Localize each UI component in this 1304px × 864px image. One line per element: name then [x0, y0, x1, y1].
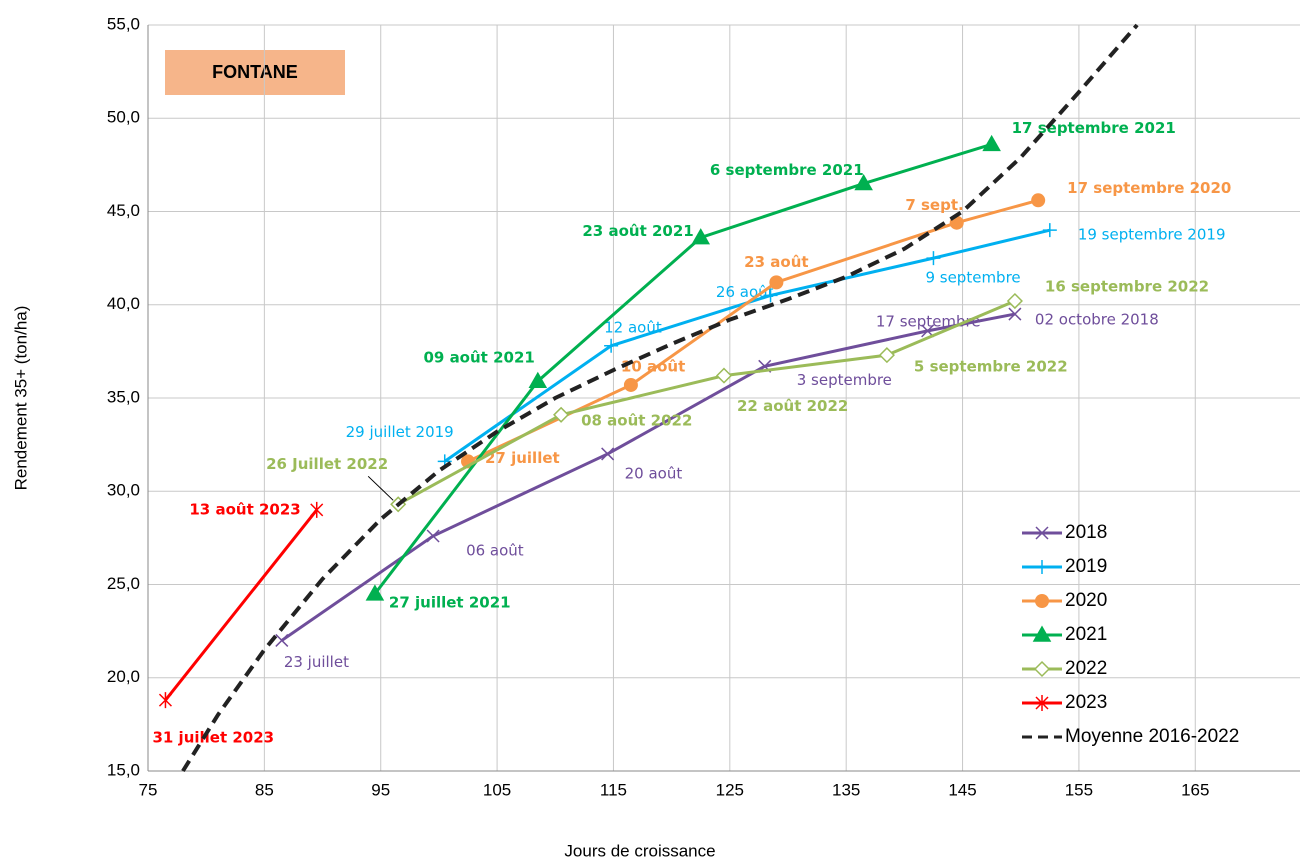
marker — [854, 174, 873, 191]
annotation-box — [165, 50, 345, 95]
x-tick-label: 75 — [139, 780, 158, 799]
x-tick-label: 115 — [600, 780, 627, 799]
legend-label: 2021 — [1065, 624, 1107, 645]
data-label: 17 septembre 2020 — [1067, 179, 1231, 197]
marker — [982, 134, 1001, 152]
marker — [601, 447, 615, 461]
data-label: 17 septembre 2021 — [1012, 119, 1176, 137]
series-line — [280, 312, 1016, 642]
data-label: 7 sept. — [905, 196, 963, 214]
y-tick-label: 55,0 — [107, 14, 140, 33]
data-label: 06 août — [466, 542, 524, 560]
data-label: 27 juillet 2021 — [389, 593, 511, 611]
data-label: 16 septembre 2022 — [1045, 278, 1209, 296]
y-tick-label: 35,0 — [107, 387, 140, 406]
data-label: 5 septembre 2022 — [914, 358, 1068, 376]
data-label: 23 juillet — [284, 653, 349, 671]
data-label: 6 septembre 2021 — [710, 161, 864, 179]
legend-label: 2023 — [1065, 692, 1107, 713]
x-tick-label: 155 — [1065, 780, 1093, 799]
series-line — [181, 23, 1139, 773]
legend-label: 2018 — [1065, 522, 1107, 543]
x-tick-label: 105 — [483, 780, 511, 799]
marker — [604, 338, 619, 353]
marker — [769, 275, 784, 290]
data-label: 08 août 2022 — [581, 411, 692, 429]
marker — [310, 501, 324, 518]
marker — [528, 371, 548, 388]
legend-label: 2019 — [1065, 556, 1107, 577]
legend-marker — [1035, 560, 1049, 574]
marker — [1042, 223, 1057, 238]
marker — [691, 228, 711, 245]
y-tick-label: 45,0 — [107, 201, 140, 220]
annotation: FONTANE — [212, 62, 298, 82]
data-label: 12 août — [604, 318, 662, 336]
data-label: 02 octobre 2018 — [1035, 311, 1159, 329]
legend-marker — [1035, 526, 1049, 540]
y-tick-label: 50,0 — [107, 108, 140, 127]
data-label: 31 juillet 2023 — [152, 729, 274, 747]
legend-marker — [1035, 695, 1049, 711]
marker — [623, 377, 638, 392]
marker — [158, 692, 172, 709]
leader-line — [367, 475, 394, 501]
y-tick-label: 20,0 — [107, 667, 140, 686]
legend-label: Moyenne 2016-2022 — [1065, 726, 1239, 747]
marker — [275, 633, 289, 647]
marker — [1006, 292, 1023, 310]
legend-label: 2022 — [1065, 658, 1107, 679]
x-tick-label: 145 — [948, 780, 976, 799]
y-tick-label: 15,0 — [107, 760, 140, 779]
data-label: 20 août — [625, 464, 683, 482]
data-label: 9 septembre — [925, 269, 1020, 287]
y-axis-label: Rendement 35+ (ton/ha) — [11, 306, 30, 491]
legend-marker — [1033, 660, 1051, 678]
marker — [1031, 193, 1046, 208]
x-tick-label: 165 — [1181, 780, 1209, 799]
marker — [426, 529, 440, 543]
data-label: 22 août 2022 — [737, 397, 848, 415]
marker — [553, 406, 570, 423]
marker — [1008, 307, 1022, 321]
legend-label: 2020 — [1065, 590, 1107, 611]
x-axis-label: Jours de croissance — [564, 841, 715, 860]
series-line — [164, 508, 318, 702]
marker — [763, 288, 778, 303]
data-label: 13 août 2023 — [189, 500, 300, 518]
marker — [715, 367, 733, 384]
data-label: 09 août 2021 — [423, 349, 534, 367]
data-label: 3 septembre — [797, 371, 892, 389]
data-label: 26 Juillet 2022 — [266, 455, 388, 473]
data-label: 19 septembre 2019 — [1078, 226, 1226, 244]
marker — [365, 584, 385, 601]
y-tick-label: 30,0 — [107, 481, 140, 500]
x-tick-label: 135 — [832, 780, 860, 799]
x-tick-label: 125 — [716, 780, 744, 799]
data-label: 23 août 2021 — [582, 222, 693, 240]
legend-marker — [1032, 625, 1052, 642]
legend-marker — [1035, 594, 1049, 608]
data-label: 10 août — [621, 357, 685, 375]
x-tick-label: 95 — [371, 780, 390, 799]
series-line — [467, 198, 1039, 463]
x-tick-label: 85 — [255, 780, 274, 799]
marker — [926, 251, 941, 266]
data-label: 27 juillet — [485, 449, 560, 467]
data-label: 26 août — [716, 283, 774, 301]
data-label: 29 juillet 2019 — [346, 423, 454, 441]
data-label: 23 août — [744, 253, 808, 271]
y-tick-label: 40,0 — [107, 294, 140, 313]
y-tick-label: 25,0 — [107, 574, 140, 593]
marker — [878, 347, 895, 364]
